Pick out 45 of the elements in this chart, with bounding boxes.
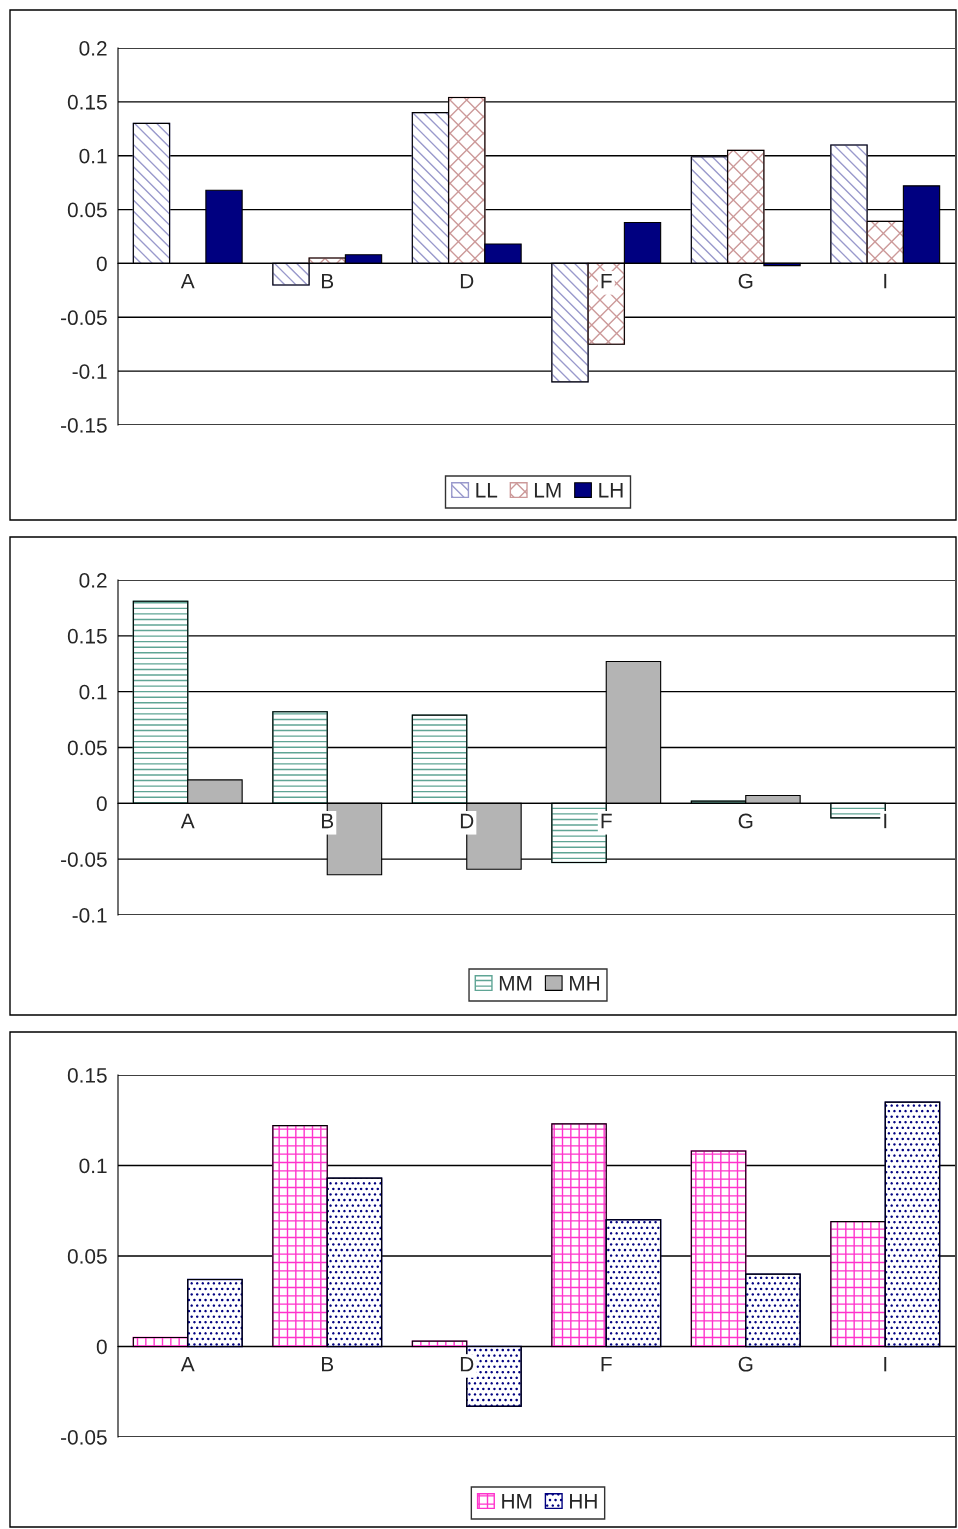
legend-label: HH	[570, 1494, 597, 1509]
x-tick-label: D	[460, 273, 474, 289]
x-tick-label: A	[180, 273, 195, 289]
y-tick-label: 0.2	[79, 41, 107, 56]
y-tick-label: 0.2	[79, 573, 107, 588]
y-tick-label: 0.15	[67, 1068, 107, 1083]
x-tick-label: F	[601, 273, 612, 289]
y-tick-label: 0.15	[67, 628, 107, 644]
x-tick-label: D	[460, 813, 474, 829]
y-tick-label: 0	[96, 796, 107, 812]
legend-label: LL	[476, 483, 498, 498]
legend-label: HM	[502, 1494, 532, 1509]
x-tick-label: B	[322, 813, 334, 829]
y-tick-label: 0	[96, 1339, 107, 1355]
y-tick-label: 0.1	[79, 148, 107, 164]
y-tick-label: 0.05	[67, 740, 107, 756]
x-tick-label: G	[738, 1356, 753, 1372]
legend-label: LM	[534, 483, 561, 498]
y-tick-label: 0.15	[67, 94, 107, 110]
x-tick-label: I	[884, 1356, 887, 1372]
y-tick-label: -0.1	[72, 908, 107, 923]
x-tick-label: F	[601, 1356, 612, 1372]
x-tick-label: B	[322, 273, 334, 289]
x-tick-label: F	[601, 813, 612, 829]
x-tick-label: G	[738, 273, 753, 289]
legend-label: MM	[499, 976, 532, 991]
y-tick-label: 0.05	[67, 202, 107, 218]
x-tick-label: G	[738, 813, 753, 829]
x-tick-label: A	[180, 813, 195, 829]
x-tick-label: I	[884, 273, 887, 289]
y-tick-label: -0.1	[72, 364, 107, 379]
y-tick-label: 0.1	[79, 1158, 107, 1174]
x-tick-label: I	[884, 813, 887, 829]
legend-label: MH	[570, 976, 600, 991]
y-tick-label: 0.1	[79, 684, 107, 700]
y-tick-label: -0.15	[61, 418, 107, 433]
x-tick-label: D	[460, 1356, 474, 1372]
y-tick-label: 0	[96, 256, 107, 272]
y-tick-label: -0.05	[61, 852, 107, 867]
x-tick-label: B	[322, 1356, 334, 1372]
x-tick-label: A	[180, 1356, 195, 1372]
y-tick-label: -0.05	[61, 310, 107, 326]
y-tick-label: 0.05	[67, 1249, 107, 1264]
y-tick-label: -0.05	[61, 1430, 107, 1445]
legend-label: LH	[599, 483, 623, 498]
